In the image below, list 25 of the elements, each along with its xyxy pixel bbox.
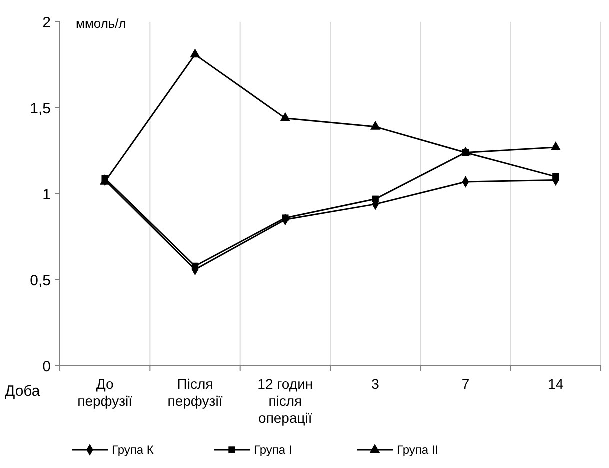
y-tick-label: 0 — [42, 358, 51, 376]
point — [372, 196, 379, 203]
point — [192, 262, 199, 270]
legend-label: Група К — [112, 443, 154, 458]
point — [550, 142, 562, 151]
point — [190, 48, 200, 58]
legend-label: Група ІІ — [397, 443, 439, 458]
x-tick-label: Після перфузії — [168, 376, 223, 409]
x-tick-label: 7 — [462, 376, 470, 392]
point — [552, 173, 560, 180]
y-tick-label: 2 — [42, 14, 51, 32]
x-tick-label: До перфузії — [78, 376, 133, 409]
x-tick-label: 3 — [372, 376, 380, 392]
point — [460, 146, 471, 156]
y-axis-title: ммоль/л — [76, 16, 126, 31]
point — [370, 121, 381, 130]
legend-label: Група І — [254, 443, 292, 458]
y-tick-label: 0,5 — [30, 272, 51, 290]
point — [282, 214, 289, 222]
y-tick-label: 1,5 — [30, 100, 51, 118]
point — [280, 112, 291, 122]
x-axis-title: Доба — [5, 383, 41, 400]
y-tick-label: 1 — [42, 186, 51, 204]
x-tick-label: 12 годин після операції — [258, 376, 314, 426]
x-tick-label: 14 — [548, 376, 564, 392]
